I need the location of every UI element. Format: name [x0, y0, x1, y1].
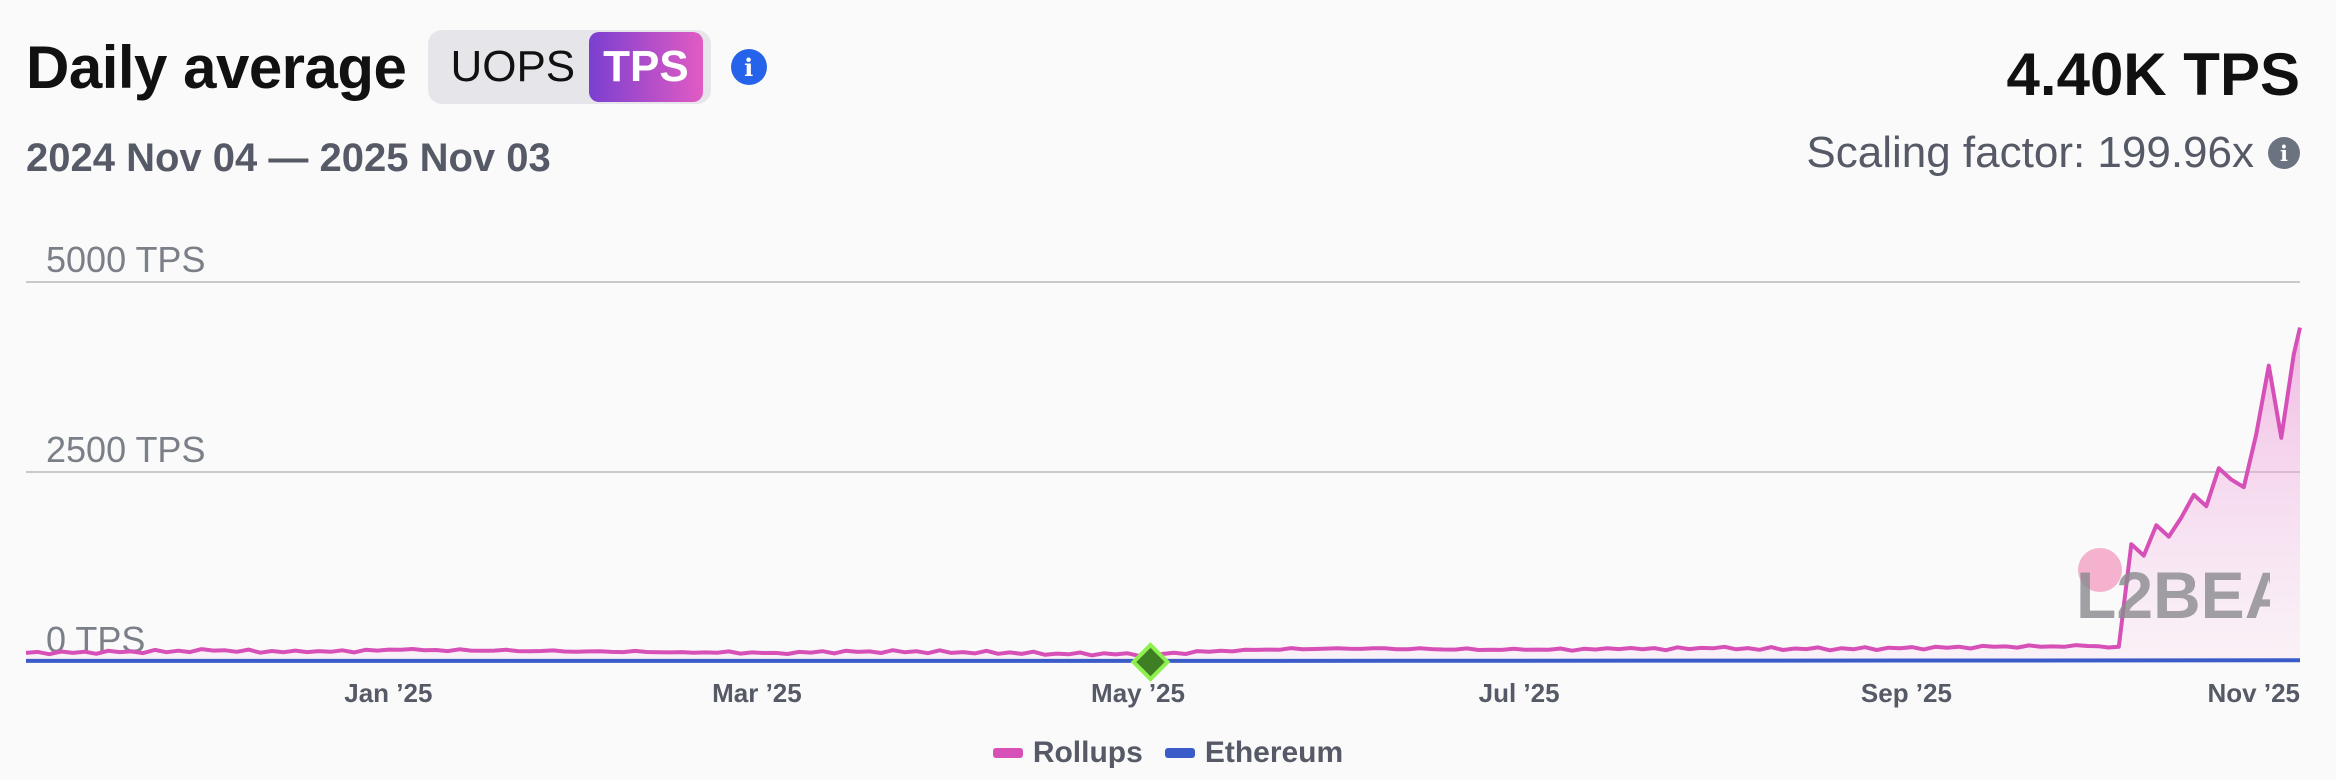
chart-legend: Rollups Ethereum — [0, 736, 2336, 770]
x-tick-label-mar-25: Mar ’25 — [712, 678, 802, 708]
x-axis: Jan ’25 Mar ’25 May ’25 Jul ’25 Sep ’25 Nov ’… — [344, 678, 2300, 708]
x-tick-label-sep-25: Sep ’25 — [1861, 678, 1952, 708]
legend-label-rollups: Rollups — [1032, 736, 1143, 769]
legend-swatch-ethereum — [1164, 748, 1195, 758]
x-tick-label-may-25: May ’25 — [1091, 678, 1185, 708]
scaling-factor: Scaling factor: 199.96x i — [1806, 128, 2300, 178]
legend-swatch-rollups — [992, 748, 1023, 758]
watermark-text: L2BEAT — [2076, 558, 2270, 626]
annotation-layer — [1130, 642, 1171, 682]
y-tick-label-5000: 5000 TPS — [46, 239, 205, 280]
total-value: 4.40K TPS — [2006, 41, 2300, 108]
metric-toggle: UOPS TPS — [428, 30, 711, 104]
series-line-rollups — [25, 327, 2302, 658]
legend-label-ethereum: Ethereum — [1204, 736, 1344, 769]
scaling-info-icon[interactable]: i — [2268, 137, 2300, 169]
date-range: 2024 Nov 04 — 2025 Nov 03 — [26, 136, 551, 180]
chart-header: Daily average UOPS TPS i — [26, 30, 767, 104]
event-marker-0[interactable] — [1130, 642, 1171, 682]
x-tick-label-jul-25: Jul ’25 — [1479, 678, 1560, 708]
watermark-heart — [2078, 548, 2122, 592]
x-tick-label-nov-25: Nov ’25 — [2208, 678, 2301, 708]
l2beat-watermark: L2BEAT — [2076, 548, 2270, 626]
y-tick-label-2500: 2500 TPS — [46, 429, 205, 470]
series-layer — [25, 327, 2302, 663]
legend-item-rollups[interactable]: Rollups — [992, 736, 1143, 770]
toggle-uops-button[interactable]: UOPS — [450, 42, 576, 91]
legend-item-ethereum[interactable]: Ethereum — [1164, 736, 1344, 770]
info-icon[interactable]: i — [730, 49, 767, 85]
page-title: Daily average — [26, 33, 407, 101]
toggle-tps-button[interactable]: TPS — [589, 32, 703, 102]
x-tick-label-jan-25: Jan ’25 — [344, 678, 432, 708]
scaling-factor-label: Scaling factor: 199.96x — [1806, 128, 2254, 177]
grid-layer — [26, 281, 2300, 473]
series-area-rollups — [26, 327, 2300, 662]
